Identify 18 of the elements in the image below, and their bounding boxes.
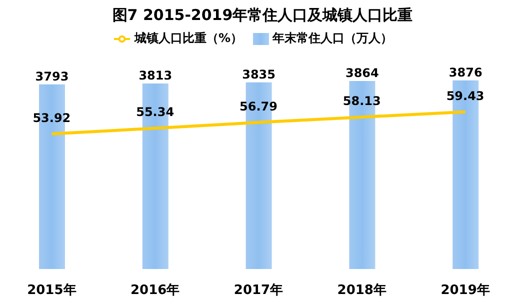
x-tick-label: 2015年 xyxy=(27,283,76,298)
x-tick-label: 2018年 xyxy=(337,283,386,298)
data-label: 56.79 xyxy=(240,99,278,114)
x-tick-label: 2019年 xyxy=(440,283,490,298)
chart-title: 图7 2015-2019年常住人口及城镇人口比重 xyxy=(111,6,414,25)
data-label: 3813 xyxy=(138,68,172,82)
data-label: 59.43 xyxy=(446,88,484,103)
data-label: 3864 xyxy=(345,66,379,80)
x-tick-label: 2017年 xyxy=(234,283,284,298)
data-label: 3835 xyxy=(242,67,276,82)
data-label: 58.13 xyxy=(342,94,381,108)
data-label: 3876 xyxy=(448,65,482,80)
data-label: 3793 xyxy=(35,69,69,84)
data-label: 55.34 xyxy=(136,105,174,120)
legend-label: 城镇人口比重（%） xyxy=(134,31,243,45)
legend-label: 年末常住人口（万人） xyxy=(272,31,393,45)
data-label: 53.92 xyxy=(32,110,71,125)
x-tick-label: 2016年 xyxy=(130,283,180,298)
